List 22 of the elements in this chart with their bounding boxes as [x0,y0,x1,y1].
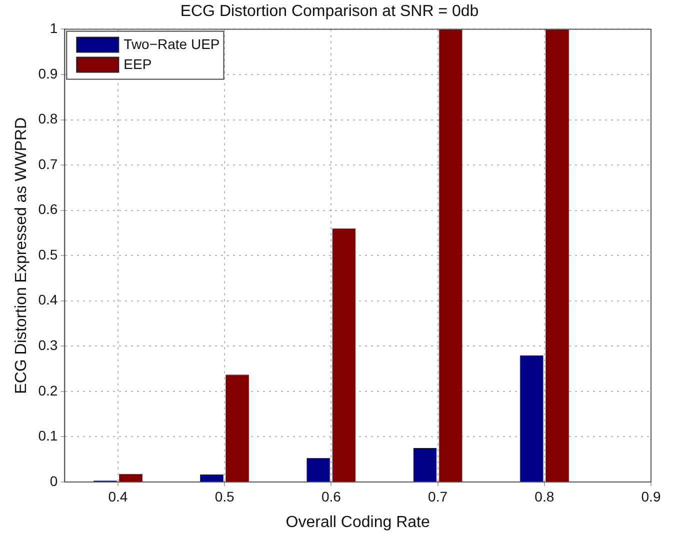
x-tick-label: 0.6 [321,488,342,504]
y-tick-label: 0.9 [38,65,58,82]
y-tick-label: 0.5 [38,246,58,262]
y-tick-label: 0 [50,472,58,489]
y-axis-title: ECG Distortion Expressed as WWPRD [13,117,30,394]
chart-title: ECG Distortion Comparison at SNR = 0db [180,3,479,20]
x-axis-title: Overall Coding Rate [286,514,430,531]
legend-label: Two−Rate UEP [124,36,220,52]
y-tick-label: 0.8 [38,110,58,127]
x-tick-label: 0.7 [428,488,448,504]
legend-label: EEP [124,56,152,72]
x-tick-label: 0.8 [534,488,554,504]
y-tick-label: 0.3 [38,337,58,354]
y-tick-label: 0.7 [38,156,58,172]
x-tick-label: 0.4 [108,488,128,504]
x-tick-label: 0.5 [214,488,235,504]
x-tick-label: 0.9 [641,488,661,504]
y-tick-label: 0.2 [38,382,58,398]
y-tick-label: 0.1 [38,428,58,444]
y-tick-label: 0.6 [38,201,58,218]
y-tick-label: 0.4 [38,292,58,308]
y-tick-label: 1 [50,20,58,36]
